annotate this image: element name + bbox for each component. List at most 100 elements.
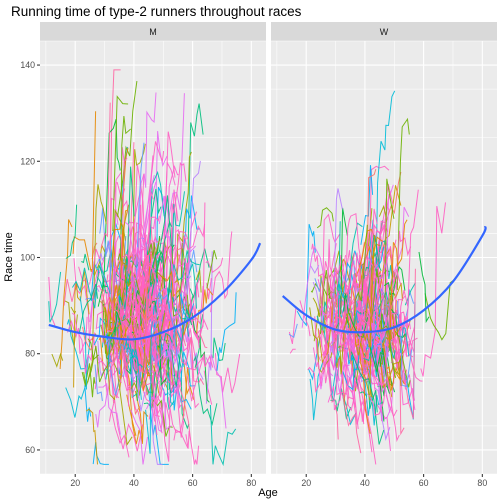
trajectories-m [48,69,241,467]
runner-trajectory [148,347,172,420]
runner-trajectory [199,333,208,349]
runner-trajectory [173,414,185,441]
runner-trajectory [340,313,363,377]
runner-trajectory [164,272,185,345]
runner-trajectory [316,207,334,229]
runner-trajectory [178,257,188,280]
runner-trajectory [108,69,121,268]
runner-trajectory [340,207,348,315]
runner-trajectory [92,442,109,465]
runner-trajectory [162,332,174,346]
runner-trajectory [350,351,385,445]
runner-trajectory [119,303,132,331]
runner-trajectory [186,353,214,402]
runner-trajectory [93,265,108,300]
runner-trajectory [158,355,185,416]
runner-trajectory [149,300,167,387]
runner-trajectory [399,327,410,357]
y-axis-title: Race time [3,232,15,282]
runner-trajectory [145,292,160,454]
runner-trajectory [299,300,311,337]
runner-trajectory [289,348,296,354]
runner-trajectory [338,331,357,408]
runner-trajectory [333,250,351,293]
runner-trajectory [337,308,351,375]
runner-trajectory [138,92,157,235]
runner-trajectory [64,300,78,347]
runner-trajectory [99,207,113,272]
x-tick-label: 60 [188,478,198,488]
x-tick-label: 80 [246,478,256,488]
runner-trajectory [394,289,409,371]
facet-w: W 20 40 60 80 [271,22,497,488]
runner-trajectory [81,363,96,398]
runner-trajectory [363,234,382,279]
runner-trajectory [141,375,163,434]
runner-trajectory [171,308,193,388]
runner-trajectory [312,347,323,386]
runner-trajectory [309,360,324,421]
runner-trajectory [322,239,341,375]
runner-trajectory [420,202,446,377]
runner-trajectory [186,355,206,371]
runner-trajectory [214,352,241,394]
runner-trajectory [176,228,187,258]
runner-trajectory [113,333,121,355]
runner-trajectory [315,333,334,390]
runner-trajectory [359,348,387,388]
runner-trajectory [161,321,182,401]
runner-trajectory [171,281,186,328]
runner-trajectory [353,309,363,328]
runner-trajectory [174,278,191,312]
runner-trajectory [121,199,134,224]
runner-trajectory [127,255,139,319]
runner-trajectory [355,235,376,356]
runner-trajectory [182,223,206,251]
runner-trajectory [363,208,378,321]
runner-trajectory [184,103,204,290]
runner-trajectory [216,292,237,371]
runner-trajectory [138,254,148,375]
runner-trajectory [397,311,415,357]
runner-trajectory [384,178,395,315]
runner-trajectory [387,219,408,343]
runner-trajectory [182,367,191,421]
runner-trajectory [368,165,390,291]
runner-trajectory [124,290,143,352]
runner-trajectory [178,290,195,320]
runner-trajectory [307,323,329,393]
runner-trajectory [386,230,412,326]
facet-strip-m [40,22,266,41]
runner-trajectory [100,102,111,248]
runner-trajectory [346,313,365,359]
runner-trajectory [344,315,367,346]
runner-trajectory [367,380,378,413]
runner-trajectory [48,271,62,323]
runner-trajectory [418,251,430,324]
runner-trajectory [134,390,149,444]
runner-trajectory [398,330,406,390]
runner-trajectory [110,324,122,384]
runner-trajectory [341,252,362,307]
runner-trajectory [320,261,339,316]
facet-label-m: M [149,27,157,37]
runner-trajectory [148,389,169,465]
runner-trajectory [403,189,419,356]
runner-trajectory [374,224,397,264]
y-tick-label: 100 [20,253,35,263]
runner-trajectory [122,375,133,392]
runner-trajectory [424,279,455,341]
runner-trajectory [59,219,73,370]
runner-trajectory [116,294,133,317]
runner-trajectory [362,293,367,303]
runner-trajectory [121,314,136,329]
runner-trajectory [95,391,108,428]
runner-trajectory [177,336,205,385]
runner-trajectory [65,204,78,259]
runner-trajectory [378,204,387,218]
runner-trajectory [378,346,402,389]
runner-trajectory [81,253,90,271]
runner-trajectory [333,250,346,292]
runner-trajectory [99,259,111,295]
runner-trajectory [318,330,336,384]
